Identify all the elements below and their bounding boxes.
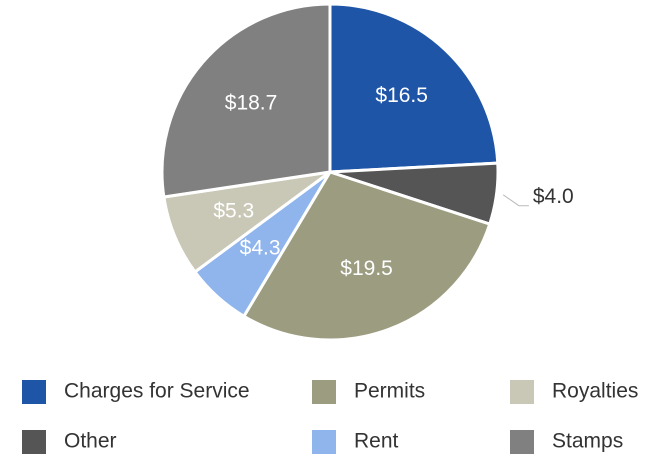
legend-swatch bbox=[510, 380, 534, 404]
legend-label: Royalties bbox=[552, 380, 638, 403]
legend-swatch bbox=[22, 430, 46, 454]
data-label: $18.7 bbox=[225, 92, 278, 115]
legend-swatch bbox=[22, 380, 46, 404]
legend-label: Permits bbox=[354, 380, 425, 403]
legend-swatch bbox=[312, 430, 336, 454]
data-label: $4.3 bbox=[240, 237, 281, 260]
leader-line bbox=[502, 194, 529, 207]
legend-swatch bbox=[312, 380, 336, 404]
data-label: $5.3 bbox=[213, 199, 254, 222]
pie-slice bbox=[328, 2, 500, 174]
data-label: $19.5 bbox=[340, 257, 393, 280]
legend-label: Charges for Service bbox=[64, 380, 250, 403]
legend-label: Other bbox=[64, 430, 117, 453]
data-label: $16.5 bbox=[375, 84, 428, 107]
legend-swatch bbox=[510, 430, 534, 454]
pie-slice bbox=[160, 2, 332, 199]
legend-label: Rent bbox=[354, 430, 399, 453]
data-label: $4.0 bbox=[533, 185, 574, 208]
legend-label: Stamps bbox=[552, 430, 623, 453]
